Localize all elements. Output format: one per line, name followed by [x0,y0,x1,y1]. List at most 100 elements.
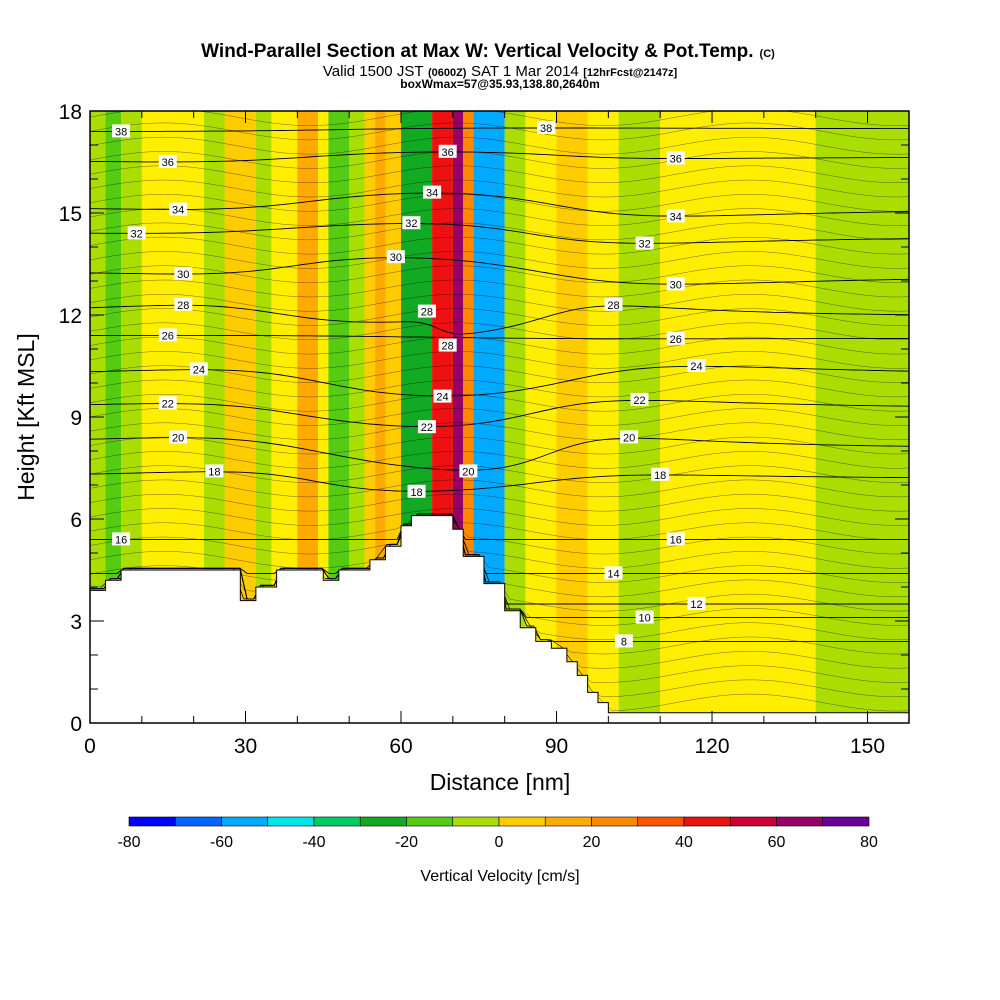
svg-text:20: 20 [172,432,184,444]
svg-text:32: 32 [639,239,651,251]
svg-text:18: 18 [410,487,422,499]
colorbar-tick-label: -80 [117,834,140,851]
theta-contour-label: 20 [459,464,478,478]
theta-contour-label: 14 [604,566,623,580]
svg-text:38: 38 [115,126,127,138]
w-field-column [452,111,464,723]
theta-contour-label: 22 [417,420,436,434]
theta-contour-line [90,365,909,397]
svg-text:8: 8 [621,636,627,648]
colorbar-swatch [359,816,407,827]
colorbar-tick-label: 40 [675,834,693,851]
theta-contour-label: 38 [112,124,131,138]
theta-contour-line-minor [90,322,909,341]
theta-contour-line-minor [90,251,909,269]
terrain-mask [89,515,910,724]
svg-text:24: 24 [690,361,702,373]
w-field-column [463,111,474,723]
theta-contour-line-minor [90,393,909,412]
colorbar-tick-label: -60 [210,834,233,851]
x-tick-label: 60 [389,735,412,758]
x-tick-label: 30 [234,735,257,758]
theta-contour-line-minor [90,279,909,298]
theta-contour-label: 30 [174,267,193,281]
theta-contour-line-minor [90,136,909,155]
theta-contour-label: 18 [205,464,224,478]
colorbar: -80 -60 -40 -20 0 20 40 60 80 [117,816,878,851]
svg-text:34: 34 [670,211,682,223]
svg-text:28: 28 [442,341,454,353]
chart-subtitle-box: boxWmax=57@35.93,138.80,2640m [400,77,600,91]
theta-contour-line [90,192,909,217]
svg-text:20: 20 [462,466,474,478]
svg-text:26: 26 [162,330,174,342]
theta-contour-line-minor [90,365,909,383]
w-field-column [364,111,376,723]
svg-text:24: 24 [436,392,448,404]
svg-text:30: 30 [390,252,402,264]
theta-contour-line-minor [90,208,909,226]
theta-contour-label: 28 [417,304,436,319]
theta-contour-label: 30 [386,250,405,264]
x-tick-label: 120 [695,735,730,758]
theta-contour-line [90,471,909,492]
theta-contour-line-minor [90,194,909,212]
theta-contour-line-minor [90,351,909,369]
theta-contour-line-minor [90,479,909,498]
colorbar-label: Vertical Velocity [cm/s] [420,868,579,885]
theta-contour-line-minor [90,451,909,469]
theta-contour-line [90,399,909,428]
y-tick-label: 3 [70,611,82,634]
colorbar-tick-label: 80 [860,834,878,851]
colorbar-swatch [591,816,639,827]
theta-contour-label: 34 [423,185,442,200]
svg-text:22: 22 [162,398,174,410]
w-field-column [743,111,816,723]
svg-text:24: 24 [193,364,205,376]
svg-text:16: 16 [115,534,127,546]
theta-contour-label: 12 [687,597,706,611]
theta-contour-label: 28 [604,297,623,312]
colorbar-swatch [498,816,546,827]
y-tick-label: 18 [59,101,82,124]
theta-contour-line [90,437,909,471]
colorbar-tick-label: 0 [495,834,504,851]
colorbar-swatch [822,816,870,827]
svg-text:16: 16 [670,534,682,546]
colorbar-swatch [683,816,731,827]
x-tick-label: 0 [84,735,96,758]
theta-contour-label: 22 [158,396,177,410]
theta-contour-label: 34 [169,202,188,217]
theta-contour-line-minor [90,508,909,526]
colorbar-swatch [544,816,592,827]
colorbar-swatch [406,816,454,827]
svg-text:36: 36 [670,154,682,166]
theta-contour-line [90,304,909,335]
theta-contour-line [90,513,909,540]
theta-contour-label: 32 [127,226,146,240]
theta-contour-line-minor [90,493,909,512]
theta-contour-label: 8 [614,634,633,648]
theta-contour-label: 36 [666,151,685,166]
w-field-column [587,111,619,723]
theta-contour-line-minor [90,513,909,555]
svg-text:12: 12 [690,599,702,611]
theta-contour-label: 38 [537,121,556,135]
theta-contour-label: 18 [407,484,426,499]
w-field-column [318,111,329,723]
svg-text:30: 30 [670,279,682,291]
svg-text:34: 34 [426,188,438,200]
svg-text:22: 22 [421,422,433,434]
svg-text:10: 10 [639,613,651,625]
svg-text:32: 32 [131,228,143,240]
theta-contour-label: 32 [635,236,654,251]
theta-contour-label: 10 [635,610,654,625]
theta-contour-label: 26 [666,331,685,346]
svg-text:22: 22 [633,395,645,407]
colorbar-swatch [128,816,176,827]
svg-text:38: 38 [540,123,552,135]
svg-text:28: 28 [177,300,189,312]
w-field-column [105,111,122,723]
